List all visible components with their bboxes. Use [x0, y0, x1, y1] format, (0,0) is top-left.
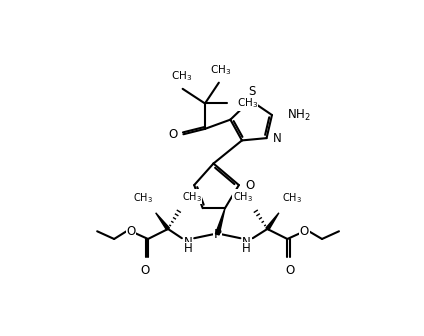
Text: O: O: [168, 128, 177, 141]
Text: N: N: [273, 132, 282, 144]
Text: O: O: [245, 178, 254, 192]
Text: H: H: [184, 243, 192, 255]
Text: S: S: [248, 85, 256, 98]
Text: H: H: [242, 243, 251, 255]
Text: CH$_3$: CH$_3$: [282, 191, 302, 205]
Polygon shape: [156, 213, 170, 230]
Polygon shape: [215, 208, 225, 235]
Text: N: N: [242, 236, 251, 249]
Text: N: N: [184, 236, 192, 249]
Polygon shape: [266, 213, 279, 230]
Text: CH$_3$: CH$_3$: [133, 191, 153, 205]
Text: CH$_3$: CH$_3$: [210, 63, 231, 77]
Text: CH$_3$: CH$_3$: [233, 190, 253, 204]
Text: O: O: [140, 264, 150, 277]
Text: O: O: [300, 225, 309, 238]
Text: O: O: [286, 264, 295, 277]
Text: CH$_3$: CH$_3$: [237, 96, 258, 110]
Text: CH$_3$: CH$_3$: [182, 190, 202, 204]
Text: NH$_2$: NH$_2$: [287, 108, 311, 123]
Text: P: P: [213, 228, 221, 241]
Text: CH$_3$: CH$_3$: [170, 69, 192, 83]
Text: O: O: [126, 225, 136, 238]
